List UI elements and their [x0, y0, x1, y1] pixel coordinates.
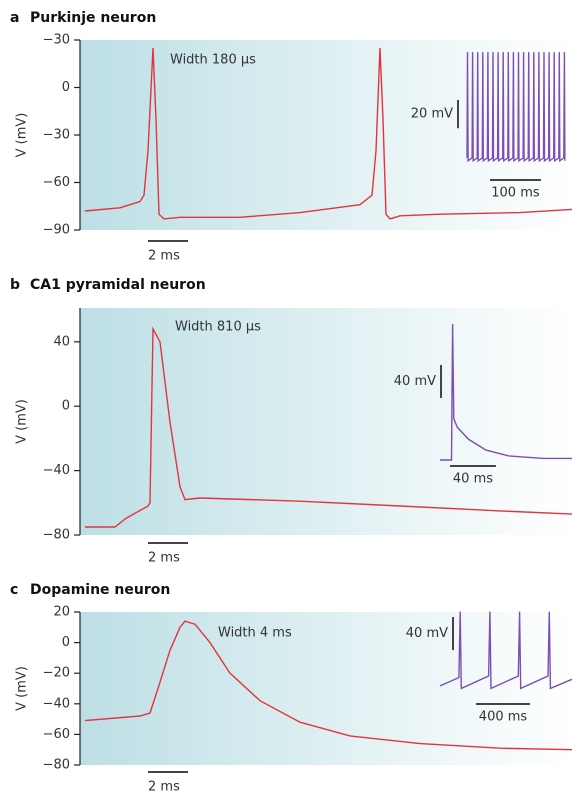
scale-bar-label: 2 ms	[148, 249, 180, 264]
y-tick-label: 0	[62, 80, 70, 95]
panel-letter: a	[10, 10, 19, 26]
panel-letter: c	[10, 582, 18, 598]
y-axis-label: V (mV)	[15, 399, 30, 444]
y-tick-label: −20	[43, 666, 70, 681]
y-tick-label: −60	[43, 175, 70, 190]
panel-letter: b	[10, 277, 20, 293]
inset-trace	[439, 611, 573, 690]
plot-background	[80, 40, 572, 230]
y-tick-label: −90	[43, 223, 70, 238]
inset-scale-bar-x-label: 400 ms	[479, 710, 528, 725]
trace	[85, 326, 573, 528]
y-axis-label: V (mV)	[15, 113, 30, 158]
plot-background	[80, 308, 572, 535]
y-tick-label: −30	[43, 33, 70, 48]
annotation: Width 4 ms	[218, 626, 292, 641]
y-tick-label: −30	[43, 128, 70, 143]
inset-trace	[466, 52, 566, 163]
y-tick-label: −80	[43, 758, 70, 773]
inset-trace	[440, 324, 572, 461]
inset-scale-bar-y-label: 20 mV	[411, 107, 453, 122]
trace	[84, 620, 573, 751]
plot-background	[80, 612, 572, 765]
inset-scale-bar-x-label: 40 ms	[453, 472, 493, 487]
panel-title: Dopamine neuron	[30, 582, 170, 598]
y-tick-label: 40	[53, 334, 70, 349]
y-tick-label: 0	[62, 399, 70, 414]
y-tick-label: −40	[43, 463, 70, 478]
y-tick-label: 0	[62, 635, 70, 650]
panel-title: CA1 pyramidal neuron	[30, 277, 206, 293]
annotation: Width 810 µs	[175, 320, 261, 335]
trace	[84, 47, 573, 220]
y-tick-label: 20	[53, 605, 70, 620]
scale-bar-label: 2 ms	[148, 551, 180, 566]
y-tick-label: −60	[43, 727, 70, 742]
y-tick-label: −80	[43, 528, 70, 543]
inset-scale-bar-y-label: 40 mV	[406, 626, 448, 641]
panel-title: Purkinje neuron	[30, 10, 156, 26]
annotation: Width 180 µs	[170, 53, 256, 68]
inset-scale-bar-y-label: 40 mV	[394, 374, 436, 389]
y-tick-label: −40	[43, 696, 70, 711]
inset-scale-bar-x-label: 100 ms	[491, 186, 540, 201]
scale-bar-label: 2 ms	[148, 780, 180, 795]
y-axis-label: V (mV)	[15, 666, 30, 711]
